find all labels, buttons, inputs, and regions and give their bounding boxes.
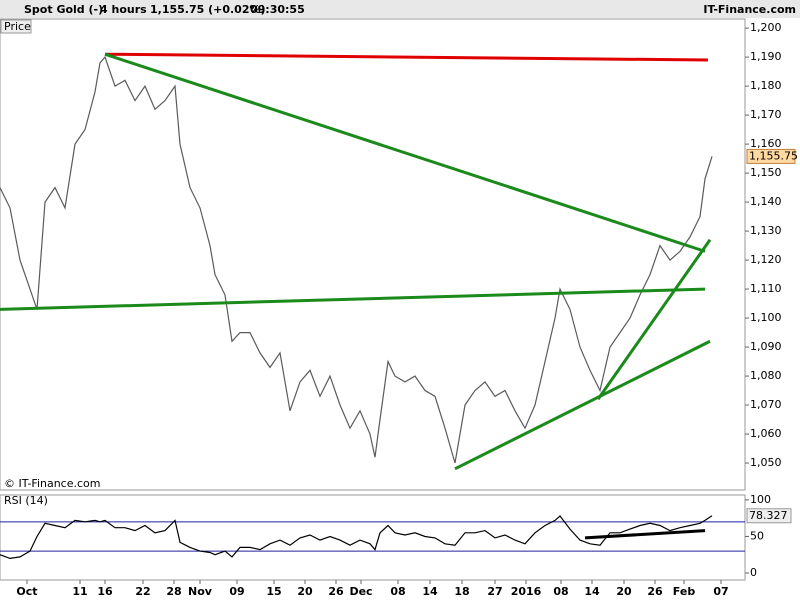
y-tick-label: 1,090 [750,340,782,353]
series-line [0,515,713,560]
x-tick-label: 14 [584,585,600,598]
brand: IT-Finance.com [703,3,796,16]
rsi-panel [0,494,746,581]
time: 09:30:55 [250,3,305,16]
x-tick-label: 27 [487,585,502,598]
trendline [0,287,706,311]
y-tick-label: 1,060 [750,427,782,440]
trendline [454,339,711,471]
x-tick-label: Dec [349,585,372,598]
y-tick-label: 1,180 [750,79,782,92]
last-value-box [746,508,792,524]
trendline [104,52,706,253]
y-tick-label: 1,200 [750,21,782,34]
last-value-box [746,148,796,164]
x-tick-label: 20 [616,585,632,598]
y-tick-label: 1,050 [750,456,782,469]
series-line [0,55,713,464]
rsi-title: RSI (14) [4,494,48,507]
x-tick-label: 18 [454,585,469,598]
x-tick-label: Feb [673,585,696,598]
x-tick-label: 28 [166,585,181,598]
trendline [104,52,709,62]
axis-label: Price [4,20,31,33]
x-tick-label: 07 [713,585,728,598]
y-tick-label: 1,140 [750,195,782,208]
y-tick-label: 50 [750,529,764,542]
x-tick-label: 26 [647,585,663,598]
x-tick-label: 26 [328,585,344,598]
x-tick-label: 14 [422,585,438,598]
y-tick-label: 1,120 [750,253,782,266]
header-bar [0,0,800,18]
y-tick-label: 1,110 [750,282,782,295]
x-tick-label: Nov [188,585,213,598]
quote: 1,155.75 (+0.02%) [150,3,266,16]
trendline [584,529,706,540]
x-tick-label: 11 [72,585,87,598]
x-tick-label: 20 [297,585,313,598]
x-tick-label: 08 [553,585,568,598]
y-tick-label: 100 [750,493,771,506]
x-tick-label: 15 [266,585,281,598]
watermark: © IT-Finance.com [4,477,101,490]
y-tick-label: 1,190 [750,50,782,63]
interval: 4 hours [100,3,147,16]
x-tick-label: 16 [97,585,113,598]
x-tick-label: 22 [135,585,150,598]
x-tick-label: 2016 [511,585,542,598]
y-tick-label: 1,150 [750,166,782,179]
price-panel [0,18,746,491]
last-value-label: 78.327 [749,509,788,522]
instrument: Spot Gold (-) [24,3,103,16]
y-tick-label: 1,100 [750,311,782,324]
x-tick-label: 08 [390,585,405,598]
y-tick-label: 0 [750,566,757,579]
y-tick-label: 1,080 [750,369,782,382]
y-tick-label: 1,160 [750,137,782,150]
x-tick-label: Oct [16,585,37,598]
y-tick-label: 1,170 [750,108,782,121]
y-tick-label: 1,130 [750,224,782,237]
y-tick-label: 1,070 [750,398,782,411]
x-tick-label: 09 [229,585,244,598]
last-value-label: 1,155.75 [749,149,798,162]
trendline [596,238,712,401]
axis-label-box [0,19,32,34]
